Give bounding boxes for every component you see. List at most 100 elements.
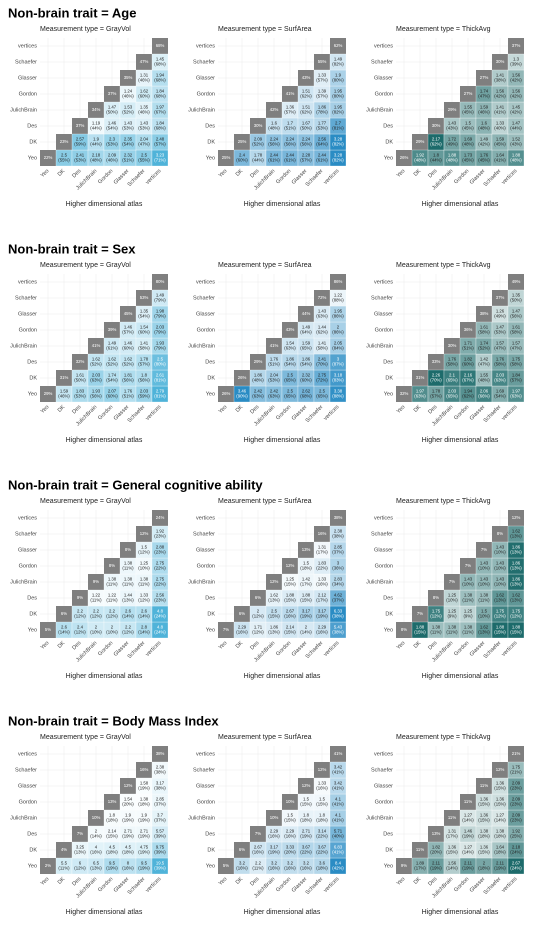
cell-percent: (15%)	[494, 802, 506, 807]
diagonal-cell	[72, 354, 88, 370]
cell-percent: (58%)	[510, 362, 522, 367]
cell-percent: (68%)	[154, 62, 166, 67]
cell-percent: (53%)	[316, 126, 328, 131]
diagonal-label: 8%	[433, 595, 439, 600]
diagonal-label: 38%	[334, 515, 343, 520]
cell-ratio: 2.44	[286, 153, 295, 158]
cell	[151, 761, 169, 779]
cell-ratio: 1.86	[512, 545, 521, 550]
cell-ratio: 1.33	[318, 73, 327, 78]
panel: Measurement type = ThickAvg Yeo Yeo 8% DK DK 7…	[366, 498, 525, 680]
cell-ratio: 1.88	[302, 593, 311, 598]
cell-ratio: 1.57	[512, 341, 521, 346]
cell-ratio: 9.5	[141, 861, 148, 866]
diagonal-cell	[428, 118, 444, 134]
cell-percent: (14%)	[138, 614, 150, 619]
cell-percent: (10%)	[446, 598, 458, 603]
cell-ratio: 1.27	[496, 813, 505, 818]
cell-percent: (61%)	[316, 158, 328, 163]
cell-percent: (65%)	[316, 394, 328, 399]
cell-ratio: 2.03	[140, 389, 149, 394]
cell-ratio: 1.76	[270, 357, 279, 362]
cell-percent: (15%)	[106, 834, 118, 839]
x-tick-label: Des	[249, 404, 260, 415]
x-axis-title: Higher dimensional atlas	[244, 673, 321, 680]
x-axis-title: Higher dimensional atlas	[422, 437, 499, 444]
x-tick-label: DK	[57, 876, 67, 886]
cell-percent: (19%)	[494, 866, 506, 871]
cell-percent: (16%)	[122, 866, 134, 871]
cell-ratio: 2.14	[108, 829, 117, 834]
cell-percent: (19%)	[430, 866, 442, 871]
cell-ratio: 1.38	[496, 829, 505, 834]
cell-percent: (83%)	[332, 378, 344, 383]
panel: Measurement type = ThickAvg Yeo Yeo 32% DK DK…	[366, 262, 525, 444]
cell-ratio: 1.82	[432, 845, 441, 850]
cell-ratio: 3.7	[157, 813, 164, 818]
cell-ratio: 1.36	[496, 797, 505, 802]
cell-percent: (41%)	[332, 850, 344, 855]
cell-ratio: 1.45	[512, 105, 521, 110]
cell-percent: (60%)	[462, 362, 474, 367]
y-tick-label: vertices	[196, 43, 215, 49]
y-tick-label: Schaefer	[193, 767, 215, 773]
y-tick-label: Glasser	[374, 75, 393, 81]
cell	[329, 289, 347, 307]
cell-ratio: 1.6	[481, 121, 488, 126]
y-tick-label: Yeo	[206, 155, 215, 161]
diagonal-cell	[444, 810, 460, 826]
cell-percent: (68%)	[300, 394, 312, 399]
diagonal-label: 36%	[464, 327, 473, 332]
cell-percent: (39%)	[154, 866, 166, 871]
x-tick-label: Schaefer	[305, 876, 325, 896]
diagonal-cell	[330, 38, 346, 54]
diagonal-label: 23%	[60, 139, 69, 144]
cell-ratio: 2.56	[318, 137, 327, 142]
y-tick-label: vertices	[18, 279, 37, 285]
cell-ratio: 2.09	[254, 137, 263, 142]
cell-percent: (41%)	[494, 158, 506, 163]
cell-percent: (58%)	[138, 346, 150, 351]
cell-percent: (15%)	[478, 850, 490, 855]
cell-percent: (42%)	[478, 142, 490, 147]
cell-ratio: 2.83	[334, 577, 343, 582]
cell-percent: (62%)	[316, 330, 328, 335]
cell-percent: (16%)	[268, 834, 280, 839]
cell-percent: (45%)	[494, 142, 506, 147]
diagonal-label: 7%	[481, 547, 487, 552]
x-tick-label: DK	[235, 404, 245, 414]
cell-ratio: 1.9	[125, 813, 132, 818]
cell-percent: (12%)	[74, 630, 86, 635]
x-tick-label: Gordon	[97, 640, 114, 657]
cell-percent: (51%)	[462, 346, 474, 351]
cell-percent: (36%)	[332, 566, 344, 571]
cell-percent: (49%)	[494, 314, 506, 319]
panel-subtitle: Measurement type = SurfArea	[218, 262, 312, 269]
diagonal-cell	[330, 274, 346, 290]
row-title: Non-brain trait = Body Mass Index	[8, 713, 219, 728]
x-tick-label: Schaefer	[127, 168, 147, 188]
cell-ratio: 1.64	[496, 845, 505, 850]
y-tick-label: Schaefer	[15, 295, 37, 301]
x-tick-label: Schaefer	[483, 404, 503, 424]
cell-ratio: 1.36	[286, 105, 295, 110]
y-tick-label: Des	[383, 123, 393, 129]
cell-ratio: 1.86	[286, 357, 295, 362]
cell-percent: (44%)	[252, 158, 264, 163]
panel-subtitle: Measurement type = ThickAvg	[396, 734, 491, 741]
y-tick-label: Gordon	[197, 799, 215, 805]
cell-percent: (58%)	[494, 362, 506, 367]
cell-percent: (50%)	[300, 126, 312, 131]
cell-percent: (12%)	[252, 630, 264, 635]
cell-ratio: 1.38	[464, 625, 473, 630]
cell-ratio: 3.17	[270, 845, 279, 850]
cell-percent: (16%)	[90, 850, 102, 855]
y-tick-label: JulichBrain	[188, 815, 215, 821]
diagonal-cell	[104, 322, 120, 338]
x-tick-label: Gordon	[453, 640, 470, 657]
diagonal-cell	[136, 290, 152, 306]
cell-percent: (16%)	[284, 866, 296, 871]
y-tick-label: DK	[385, 375, 393, 381]
cell-ratio: 1.93	[156, 341, 165, 346]
cell-percent: (18%)	[494, 834, 506, 839]
